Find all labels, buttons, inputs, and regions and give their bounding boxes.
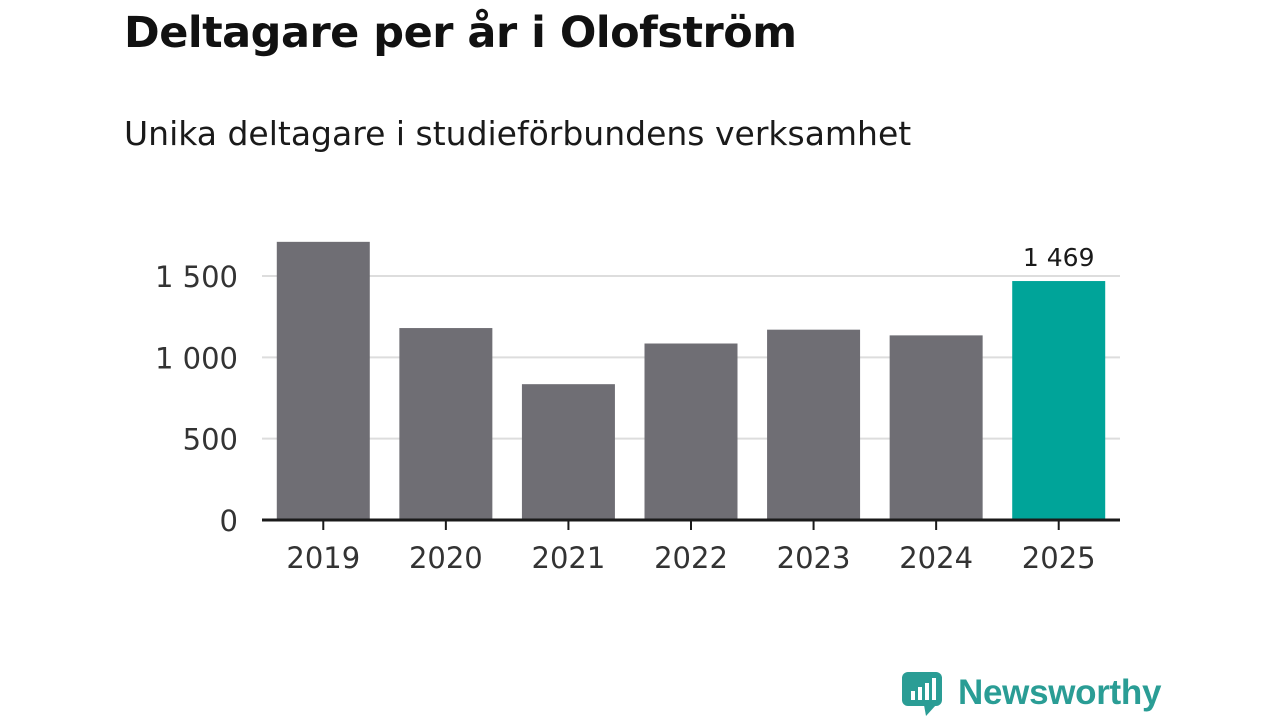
x-tick-label-2021: 2021 — [532, 541, 606, 575]
brand-name: Newsworthy — [958, 673, 1162, 712]
y-tick-label-1500: 1 500 — [155, 260, 238, 294]
y-tick-label-500: 500 — [183, 423, 238, 457]
bar-2021 — [521, 384, 615, 520]
bar-2023 — [767, 329, 861, 520]
bar-2022 — [644, 343, 738, 520]
bar-2025 — [1012, 281, 1106, 520]
newsworthy-logo: Newsworthy — [902, 668, 1161, 718]
bar-series — [276, 241, 1106, 520]
bar-2020 — [399, 328, 493, 520]
y-tick-label-1000: 1 000 — [155, 341, 238, 375]
x-tick-label-2020: 2020 — [409, 541, 483, 575]
x-tick-label-2019: 2019 — [286, 541, 360, 575]
tick-labels: 0 500 1 000 1 500 2019 2020 2021 2022 2023 2024 20… — [155, 243, 1096, 575]
bar-2019 — [276, 241, 370, 520]
x-tick-label-2025: 2025 — [1022, 541, 1096, 575]
bar-chart-speech-bubble-icon — [902, 672, 942, 716]
x-axis — [262, 518, 1120, 530]
y-tick-label-0: 0 — [220, 504, 238, 538]
x-tick-label-2024: 2024 — [899, 541, 973, 575]
chart-subtitle: Unika deltagare i studieförbundens verks… — [124, 114, 912, 153]
data-label-2025: 1 469 — [1023, 243, 1095, 272]
chart-title: Deltagare per år i Olofström — [124, 8, 797, 58]
x-tick-label-2023: 2023 — [777, 541, 851, 575]
bar-2024 — [889, 335, 983, 520]
x-tick-label-2022: 2022 — [654, 541, 728, 575]
